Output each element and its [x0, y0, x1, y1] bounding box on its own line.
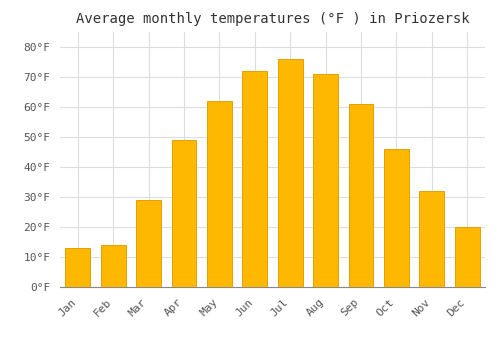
Bar [207, 101, 232, 287]
Bar [66, 248, 90, 287]
Bar [278, 58, 302, 287]
Bar [100, 245, 126, 287]
Bar [136, 200, 161, 287]
Bar [420, 191, 444, 287]
Bar [455, 227, 479, 287]
Bar [348, 104, 374, 287]
Bar [242, 71, 267, 287]
Bar [384, 149, 409, 287]
Bar [313, 74, 338, 287]
Bar [172, 140, 196, 287]
Title: Average monthly temperatures (°F ) in Priozersk: Average monthly temperatures (°F ) in Pr… [76, 12, 469, 26]
